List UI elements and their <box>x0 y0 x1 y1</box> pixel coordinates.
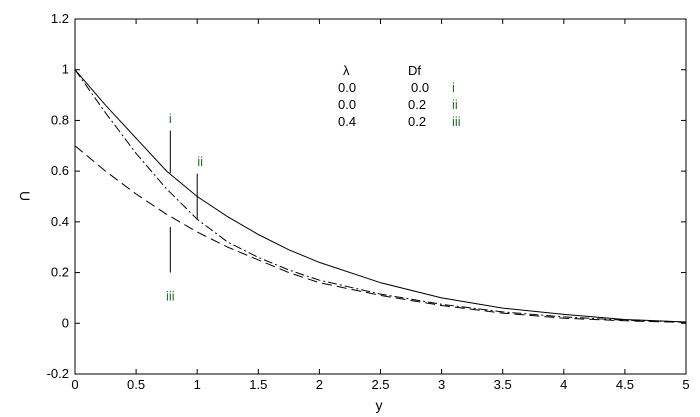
legend-curve-label: i <box>452 80 455 95</box>
x-tick-label: 2.5 <box>371 377 389 392</box>
y-axis-label: U <box>17 191 33 201</box>
y-tick-label: 0.2 <box>51 265 69 280</box>
x-axis-ticks: 0 0.5 1 1.5 2 2.5 3 3.5 4 4.5 5 <box>71 19 690 392</box>
y-tick-label: 0 <box>62 315 69 330</box>
legend-lambda-value: 0.4 <box>338 114 356 129</box>
legend-lambda-value: 0.0 <box>338 97 356 112</box>
annotation-label-i: i <box>169 111 172 126</box>
plot-frame <box>74 18 687 375</box>
x-tick-label: 0.5 <box>127 377 145 392</box>
y-axis-ticks: -0.2 0 0.2 0.4 0.6 0.8 1 1.2 <box>47 11 686 381</box>
x-tick-label: 1.5 <box>249 377 267 392</box>
legend-df-value: 0.2 <box>408 97 426 112</box>
legend-lambda-value: 0.0 <box>338 80 356 95</box>
y-tick-label: 0.4 <box>51 214 69 229</box>
plot-border <box>74 18 687 375</box>
legend-df-value: 0.2 <box>408 114 426 129</box>
legend-header-df: Df <box>408 63 421 78</box>
series-layer <box>74 69 687 323</box>
x-tick-label: 0 <box>71 377 78 392</box>
series-line-iii <box>74 145 687 323</box>
y-tick-label: 1.2 <box>51 11 69 26</box>
x-tick-label: 3 <box>438 377 445 392</box>
series-line-i <box>74 69 687 323</box>
x-axis-label: y <box>376 397 383 413</box>
legend-df-value: 0.0 <box>411 80 429 95</box>
x-tick-label: 1 <box>194 377 201 392</box>
legend-curve-label: iii <box>452 114 461 129</box>
annotation-label-iii: iii <box>166 288 175 303</box>
annotation-label-ii: ii <box>197 154 203 169</box>
y-tick-label: 0.8 <box>51 112 69 127</box>
series-line-ii <box>74 69 687 323</box>
legend-header-lambda: λ <box>343 63 350 78</box>
legend-curve-label: ii <box>452 97 458 112</box>
y-tick-label: -0.2 <box>47 366 69 381</box>
x-tick-label: 5 <box>682 377 689 392</box>
legend-table: λ Df 0.0 0.0 i 0.0 0.2 ii 0.4 0.2 iii <box>338 63 461 129</box>
y-tick-label: 1 <box>62 62 69 77</box>
x-tick-label: 4 <box>560 377 567 392</box>
x-tick-label: 4.5 <box>616 377 634 392</box>
y-tick-label: 0.6 <box>51 163 69 178</box>
x-tick-label: 2 <box>316 377 323 392</box>
x-tick-label: 3.5 <box>494 377 512 392</box>
